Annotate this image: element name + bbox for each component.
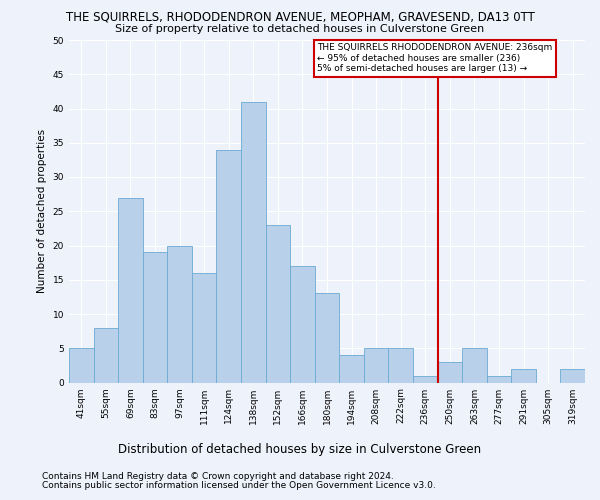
Text: Size of property relative to detached houses in Culverstone Green: Size of property relative to detached ho… [115, 24, 485, 34]
Bar [290, 266, 315, 382]
Text: THE SQUIRRELS, RHODODENDRON AVENUE, MEOPHAM, GRAVESEND, DA13 0TT: THE SQUIRRELS, RHODODENDRON AVENUE, MEOP… [65, 11, 535, 24]
Bar [192, 273, 217, 382]
Bar [413, 376, 437, 382]
Bar [364, 348, 388, 382]
Bar [511, 369, 536, 382]
Y-axis label: Number of detached properties: Number of detached properties [37, 129, 47, 294]
Bar [167, 246, 192, 382]
Bar [462, 348, 487, 382]
Bar [118, 198, 143, 382]
Text: Contains public sector information licensed under the Open Government Licence v3: Contains public sector information licen… [42, 481, 436, 490]
Bar [437, 362, 462, 382]
Text: Contains HM Land Registry data © Crown copyright and database right 2024.: Contains HM Land Registry data © Crown c… [42, 472, 394, 481]
Bar [266, 225, 290, 382]
Bar [560, 369, 585, 382]
Bar [315, 294, 339, 382]
Bar [241, 102, 266, 382]
Bar [487, 376, 511, 382]
Bar [339, 355, 364, 382]
Text: Distribution of detached houses by size in Culverstone Green: Distribution of detached houses by size … [118, 442, 482, 456]
Bar [143, 252, 167, 382]
Bar [94, 328, 118, 382]
Text: THE SQUIRRELS RHODODENDRON AVENUE: 236sqm
← 95% of detached houses are smaller (: THE SQUIRRELS RHODODENDRON AVENUE: 236sq… [317, 44, 553, 73]
Bar [388, 348, 413, 382]
Bar [217, 150, 241, 382]
Bar [69, 348, 94, 382]
